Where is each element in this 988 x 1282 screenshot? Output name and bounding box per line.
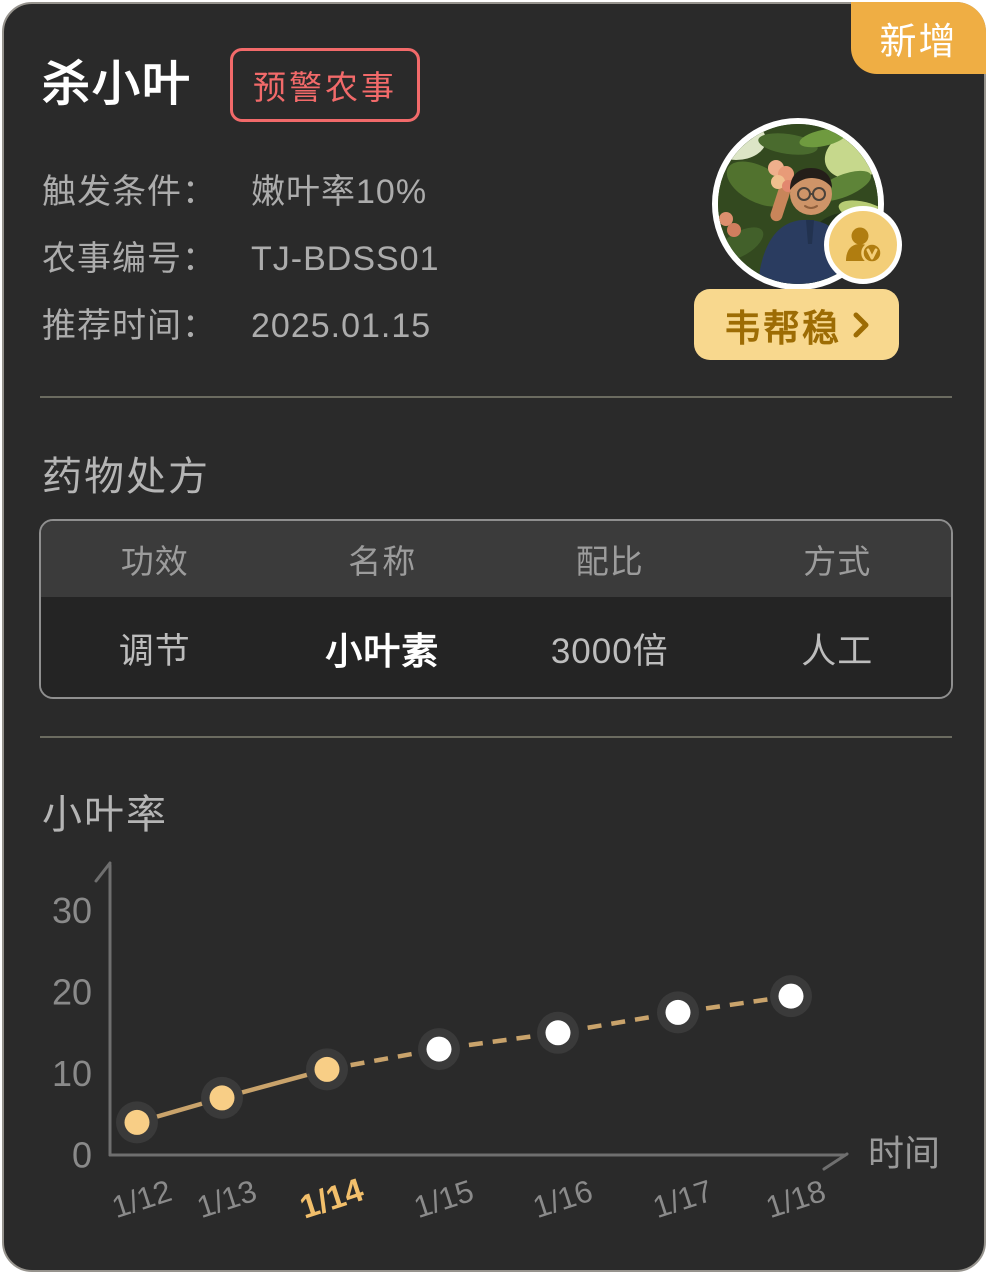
col-header-effect: 功效: [120, 543, 189, 580]
info-row-trigger: 触发条件： 嫩叶率10%: [42, 170, 440, 214]
info-list: 触发条件： 嫩叶率10% 农事编号： TJ-BDSS01 推荐时间： 2025.…: [42, 170, 440, 371]
new-status-badge[interactable]: 新增: [851, 2, 986, 74]
data-point: [665, 999, 691, 1025]
prescription-table-header: 功效 名称 配比 方式: [41, 521, 951, 597]
data-point: [124, 1109, 150, 1135]
cell-method: 人工: [801, 631, 874, 671]
cell-ratio: 3000倍: [550, 631, 669, 671]
data-point: [426, 1036, 452, 1062]
series-line-dashed: [326, 993, 792, 1072]
y-axis-arrow: [94, 861, 112, 883]
col-header-name: 名称: [348, 543, 417, 580]
info-value: 2025.01.15: [251, 307, 432, 345]
chevron-right-icon: [853, 312, 869, 337]
axes: [94, 861, 849, 1171]
table-row: 调节 小叶素 3000倍 人工: [41, 597, 951, 697]
y-tick-label: 20: [52, 972, 92, 1013]
info-label: 触发条件：: [42, 173, 217, 211]
expert-name-button[interactable]: 韦帮稳: [694, 289, 899, 360]
chart-heading: 小叶率: [42, 793, 168, 837]
x-tick-label: 1/13: [193, 1173, 261, 1225]
data-point: [314, 1056, 340, 1082]
y-tick-label: 0: [72, 1135, 92, 1176]
prescription-heading: 药物处方: [42, 455, 210, 499]
expert-name-label: 韦帮稳: [724, 307, 841, 349]
data-point: [209, 1085, 235, 1111]
x-tick-label: 1/15: [410, 1173, 478, 1225]
cell-effect: 调节: [118, 631, 191, 671]
data-point: [545, 1020, 571, 1046]
x-axis-arrow: [822, 1152, 849, 1171]
info-row-recommended-time: 推荐时间： 2025.01.15: [42, 304, 440, 348]
x-tick-label: 1/16: [529, 1173, 597, 1225]
info-value: TJ-BDSS01: [251, 240, 440, 278]
x-tick-label: 1/17: [649, 1173, 717, 1225]
x-tick-label-highlighted: 1/14: [295, 1170, 368, 1225]
cell-name: 小叶素: [325, 631, 440, 672]
y-tick-label: 30: [52, 890, 92, 931]
verified-person-icon: [824, 206, 902, 284]
x-tick-label: 1/18: [762, 1173, 830, 1225]
x-tick-label: 1/12: [108, 1173, 176, 1225]
prescription-table: 功效 名称 配比 方式 调节 小叶素 3000倍 人工: [39, 519, 953, 699]
warning-type-badge: 预警农事: [230, 48, 420, 122]
data-point: [778, 983, 804, 1009]
info-row-task-number: 农事编号： TJ-BDSS01: [42, 237, 440, 281]
y-tick-label: 10: [52, 1053, 92, 1094]
col-header-ratio: 配比: [575, 543, 644, 580]
section-divider: [40, 396, 952, 398]
info-label: 推荐时间：: [42, 307, 217, 345]
x-axis-title: 时间: [868, 1133, 940, 1174]
section-divider: [40, 736, 952, 738]
info-value: 嫩叶率10%: [251, 173, 428, 211]
page-title: 杀小叶: [42, 58, 193, 111]
leaf-rate-line-chart: 0 10 20 30 时间 1/12 1/13 1/14 1/15 1/16 1/17 1/18: [52, 861, 940, 1226]
col-header-method: 方式: [803, 543, 872, 580]
info-label: 农事编号：: [42, 240, 217, 278]
